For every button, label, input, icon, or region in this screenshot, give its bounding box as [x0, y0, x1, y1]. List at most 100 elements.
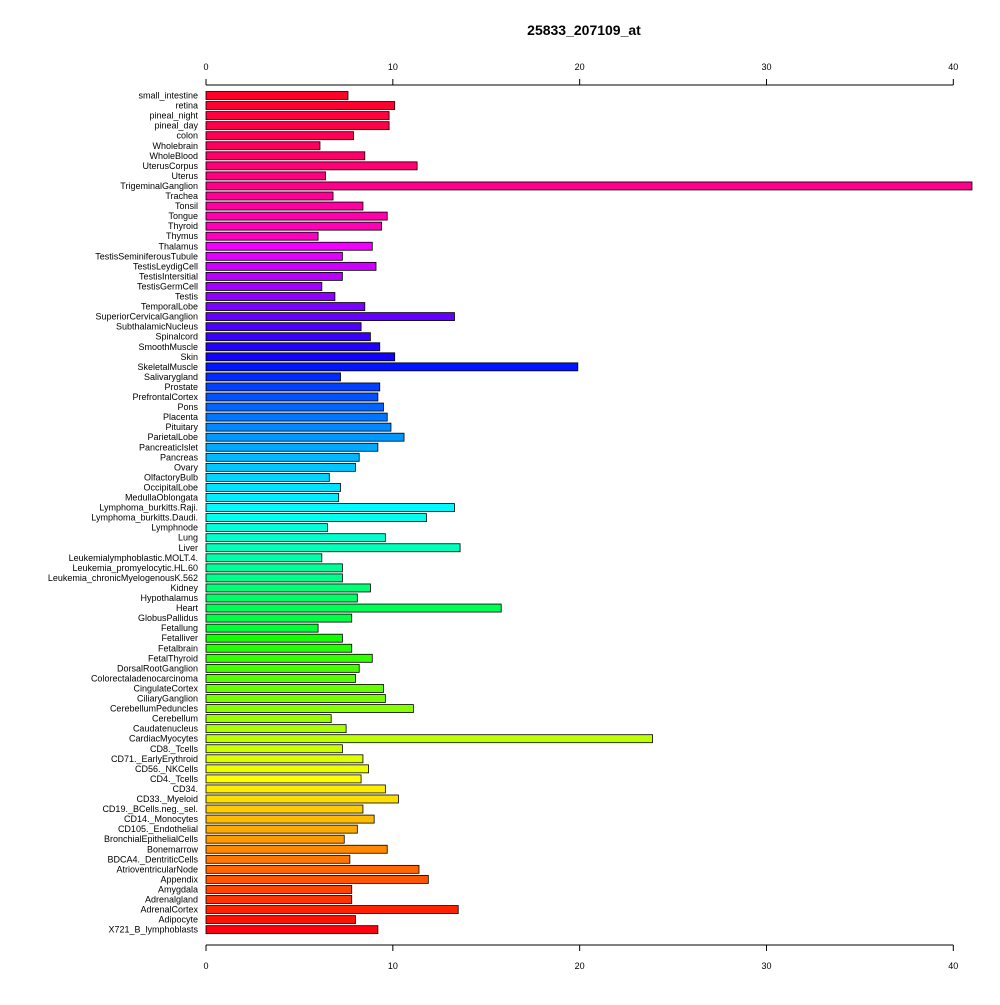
- bar-Lymphoma_burkitts.Daudi.: [205, 513, 427, 522]
- bar-Wholebrain: [205, 141, 321, 151]
- bar-Lymphnode: [205, 523, 328, 533]
- bar-AdrenalCortex: [205, 905, 459, 914]
- bar-DorsalRootGanglion: [205, 663, 360, 673]
- category-label: OlfactoryBulb: [144, 472, 198, 482]
- category-label: Bonemarrow: [147, 844, 199, 854]
- bar-Adrenalgland: [205, 895, 353, 904]
- bars-group: [205, 91, 973, 935]
- category-label: TrigeminalGanglion: [120, 181, 198, 191]
- bar-CD8._Tcells: [205, 744, 343, 754]
- bar-Spinalcord: [205, 332, 371, 342]
- category-label: Lymphoma_burkitts.Daudi.: [91, 513, 198, 523]
- bar-Tongue: [205, 211, 388, 221]
- bar-CD34.: [205, 784, 386, 794]
- bar-Kidney: [205, 583, 371, 593]
- bottom-axis-tick-label: 30: [761, 961, 771, 971]
- category-label: DorsalRootGanglion: [117, 663, 198, 673]
- bar-Fetalbrain: [205, 643, 353, 653]
- bar-SmoothMuscle: [205, 342, 381, 352]
- category-label: MedullaOblongata: [125, 493, 198, 503]
- category-label: CD33._Myeloid: [136, 794, 198, 804]
- category-label: pineal_day: [154, 121, 198, 131]
- bar-Lung: [205, 533, 386, 543]
- category-label: Placenta: [163, 412, 198, 422]
- category-label: Salivarygland: [144, 372, 198, 382]
- bar-X721_B_lymphoblasts: [205, 925, 379, 935]
- bar-CiliaryGanglion: [205, 694, 386, 703]
- bar-TrigeminalGanglion: [205, 181, 973, 191]
- category-label: UterusCorpus: [142, 161, 198, 171]
- bar-MedullaOblongata: [205, 493, 340, 502]
- bar-UterusCorpus: [205, 161, 418, 171]
- bar-CD105._Endothelial: [205, 824, 358, 834]
- category-label: Tongue: [168, 211, 198, 221]
- category-label: BDCA4._DentriticCells: [107, 854, 198, 864]
- bar-CD56._NKCells: [205, 764, 369, 774]
- category-label: ParietalLobe: [147, 432, 198, 442]
- bar-Heart: [205, 603, 502, 613]
- category-label: CD56._NKCells: [135, 764, 199, 774]
- bar-small_intestine: [205, 91, 349, 100]
- category-label: Leukemialymphoblastic.MOLT.4.: [69, 553, 198, 563]
- bar-AtrioventricularNode: [205, 864, 420, 874]
- category-label: retina: [175, 101, 198, 111]
- category-label: CD4._Tcells: [150, 774, 199, 784]
- bar-retina: [205, 101, 396, 110]
- bottom-axis: 0 10 20 30 40: [203, 944, 958, 971]
- bar-WholeBlood: [205, 151, 366, 161]
- top-axis-tick-label: 40: [948, 62, 958, 72]
- category-label: Thalamus: [158, 241, 198, 251]
- bar-BronchialEpithelialCells: [205, 834, 345, 844]
- top-axis-tick-label: 20: [575, 62, 585, 72]
- bar-PrefrontalCortex: [205, 392, 379, 402]
- category-label: X721_B_lymphoblasts: [108, 925, 198, 935]
- bar-PancreaticIslet: [205, 442, 379, 452]
- category-label: small_intestine: [138, 91, 198, 101]
- bottom-axis-tick-label: 10: [388, 961, 398, 971]
- category-label: colon: [176, 131, 198, 141]
- bar-SuperiorCervicalGanglion: [205, 312, 455, 322]
- bar-TestisGermCell: [205, 282, 323, 291]
- chart-title: 25833_207109_at: [527, 22, 641, 38]
- bar-BDCA4._DentriticCells: [205, 854, 351, 864]
- category-label: CD14._Monocytes: [124, 814, 199, 824]
- category-label: Adrenalgland: [145, 895, 198, 905]
- category-label: Thymus: [166, 231, 199, 241]
- bar-CingulateCortex: [205, 684, 384, 693]
- category-label: GlobusPallidus: [138, 613, 199, 623]
- category-label: AdrenalCortex: [140, 905, 198, 915]
- category-label: CardiacMyocytes: [129, 734, 199, 744]
- bar-TestisLeydigCell: [205, 261, 377, 271]
- category-label: Appendix: [160, 874, 198, 884]
- category-label: PancreaticIslet: [139, 442, 199, 452]
- bar-Thymus: [205, 231, 319, 241]
- bar-Pons: [205, 402, 384, 412]
- bar-Caudatenucleus: [205, 724, 347, 734]
- category-label: Tonsil: [175, 201, 198, 211]
- category-label: Heart: [176, 603, 199, 613]
- bar-CD71._EarlyErythroid: [205, 754, 364, 764]
- bar-OccipitalLobe: [205, 483, 341, 492]
- bar-Pituitary: [205, 422, 392, 432]
- category-label: pineal_night: [149, 111, 198, 121]
- category-label: CD71._EarlyErythroid: [111, 754, 198, 764]
- category-label: Leukemia_promyelocytic.HL.60: [72, 563, 198, 573]
- bar-Cerebellum: [205, 714, 332, 723]
- bar-Liver: [205, 543, 461, 553]
- category-label: OccipitalLobe: [143, 482, 198, 492]
- category-label: TestisGermCell: [137, 281, 198, 291]
- category-label: Pons: [177, 402, 198, 412]
- bar-SubthalamicNucleus: [205, 322, 362, 332]
- category-label: CingulateCortex: [133, 683, 198, 693]
- category-label: Skin: [180, 352, 198, 362]
- bar-Leukemia_promyelocytic.HL.60: [205, 563, 343, 573]
- bar-Pancreas: [205, 452, 360, 462]
- bar-TestisIntersitial: [205, 271, 343, 281]
- category-label: Trachea: [165, 191, 198, 201]
- bar-pineal_night: [205, 111, 390, 120]
- bar-Tonsil: [205, 201, 364, 211]
- bar-Fetallung: [205, 623, 319, 633]
- bar-Bonemarrow: [205, 844, 388, 854]
